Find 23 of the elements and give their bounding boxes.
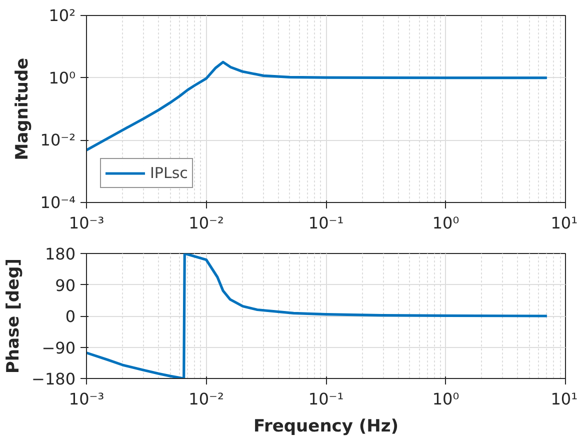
y-tick-label: 10⁻² — [40, 130, 76, 150]
x-tick-label: 10⁰ — [432, 214, 460, 232]
y-axis-title: Magnitude — [12, 58, 32, 160]
y-tick-label: −90 — [42, 338, 76, 358]
x-tick-label: 10⁰ — [432, 390, 460, 408]
y-tick-label: −180 — [32, 370, 76, 388]
legend-label: IPLsc — [150, 164, 188, 182]
x-tick-label: 10⁻¹ — [308, 390, 344, 408]
x-tick-label: 10⁻³ — [68, 214, 104, 232]
x-tick-label: 10⁻² — [188, 390, 224, 408]
x-tick-label: 10⁻² — [188, 214, 224, 232]
y-tick-label: 10⁻⁴ — [40, 193, 76, 212]
x-axis-title: Frequency (Hz) — [253, 416, 399, 436]
y-tick-label: 0 — [65, 307, 76, 326]
x-tick-label: 10⁻³ — [68, 390, 104, 408]
y-tick-label: 10⁰ — [48, 68, 76, 88]
x-tick-label: 10¹ — [550, 214, 577, 232]
y-tick-label: 10² — [48, 6, 76, 25]
y-axis-title: Phase [deg] — [4, 258, 24, 374]
x-tick-label: 10⁻¹ — [308, 214, 344, 232]
y-tick-label: 90 — [55, 276, 76, 295]
y-tick-label: 180 — [44, 244, 76, 264]
x-tick-label: 10¹ — [550, 390, 577, 408]
